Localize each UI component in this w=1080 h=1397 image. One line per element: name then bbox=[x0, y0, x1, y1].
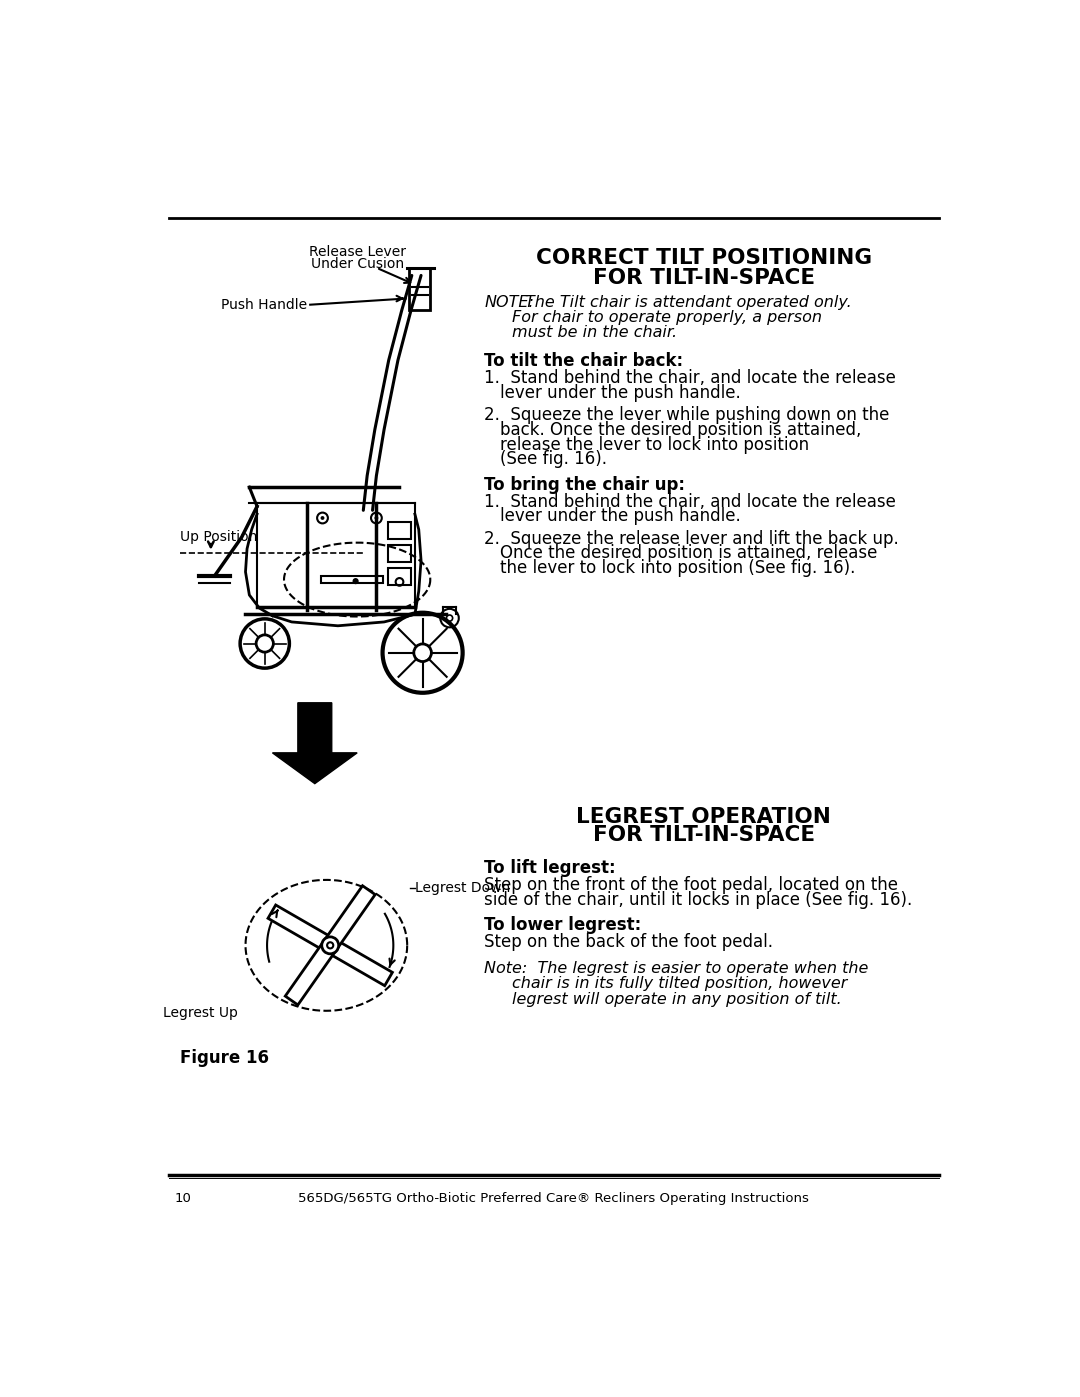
Text: Legrest Up: Legrest Up bbox=[163, 1006, 238, 1020]
Text: the lever to lock into position (See fig. 16).: the lever to lock into position (See fig… bbox=[500, 559, 855, 577]
Text: side of the chair, until it locks in place (See fig. 16).: side of the chair, until it locks in pla… bbox=[484, 891, 913, 909]
Text: NOTE:: NOTE: bbox=[484, 295, 535, 310]
Text: must be in the chair.: must be in the chair. bbox=[512, 326, 677, 341]
Circle shape bbox=[352, 578, 359, 584]
Text: lever under the push handle.: lever under the push handle. bbox=[500, 507, 741, 525]
Polygon shape bbox=[268, 905, 392, 986]
Text: The Tilt chair is attendant operated only.: The Tilt chair is attendant operated onl… bbox=[525, 295, 852, 310]
Text: To tilt the chair back:: To tilt the chair back: bbox=[484, 352, 684, 370]
Text: release the lever to lock into position: release the lever to lock into position bbox=[500, 436, 809, 454]
Text: To lift legrest:: To lift legrest: bbox=[484, 859, 616, 877]
Text: back. Once the desired position is attained,: back. Once the desired position is attai… bbox=[500, 420, 861, 439]
Circle shape bbox=[322, 937, 339, 954]
Text: legrest will operate in any position of tilt.: legrest will operate in any position of … bbox=[512, 992, 841, 1007]
Circle shape bbox=[240, 619, 289, 668]
Bar bbox=[388, 522, 411, 539]
Text: Figure 16: Figure 16 bbox=[180, 1049, 269, 1067]
Text: To bring the chair up:: To bring the chair up: bbox=[484, 475, 685, 493]
Circle shape bbox=[414, 644, 431, 662]
Text: LEGREST OPERATION: LEGREST OPERATION bbox=[577, 806, 832, 827]
Text: FOR TILT-IN-SPACE: FOR TILT-IN-SPACE bbox=[593, 268, 814, 288]
Text: Under Cusion: Under Cusion bbox=[311, 257, 404, 271]
Circle shape bbox=[256, 634, 273, 652]
Bar bbox=[388, 545, 411, 562]
Text: Step on the back of the foot pedal.: Step on the back of the foot pedal. bbox=[484, 933, 773, 951]
Text: 1.  Stand behind the chair, and locate the release: 1. Stand behind the chair, and locate th… bbox=[484, 369, 896, 387]
Text: Note:  The legrest is easier to operate when the: Note: The legrest is easier to operate w… bbox=[484, 961, 868, 975]
Text: To lower legrest:: To lower legrest: bbox=[484, 916, 642, 935]
Text: 2.  Squeeze the release lever and lift the back up.: 2. Squeeze the release lever and lift th… bbox=[484, 529, 899, 548]
Text: Once the desired position is attained, release: Once the desired position is attained, r… bbox=[500, 545, 877, 562]
Circle shape bbox=[375, 515, 378, 520]
Text: Release Lever: Release Lever bbox=[309, 244, 406, 258]
Text: Legrest Down: Legrest Down bbox=[415, 880, 510, 894]
Circle shape bbox=[321, 515, 324, 520]
Text: For chair to operate properly, a person: For chair to operate properly, a person bbox=[512, 310, 822, 326]
Text: 565DG/565TG Ortho-Biotic Preferred Care® Recliners Operating Instructions: 565DG/565TG Ortho-Biotic Preferred Care®… bbox=[298, 1192, 809, 1204]
Circle shape bbox=[382, 613, 462, 693]
Text: Up Position: Up Position bbox=[180, 531, 257, 545]
Text: (See fig. 16).: (See fig. 16). bbox=[500, 450, 607, 468]
Text: Step on the front of the foot pedal, located on the: Step on the front of the foot pedal, loc… bbox=[484, 876, 899, 894]
Polygon shape bbox=[285, 886, 375, 1004]
Text: 1.  Stand behind the chair, and locate the release: 1. Stand behind the chair, and locate th… bbox=[484, 493, 896, 510]
Text: CORRECT TILT POSITIONING: CORRECT TILT POSITIONING bbox=[536, 249, 872, 268]
FancyBboxPatch shape bbox=[408, 268, 430, 310]
Text: lever under the push handle.: lever under the push handle. bbox=[500, 384, 741, 402]
Text: 10: 10 bbox=[175, 1192, 191, 1204]
Bar bbox=[321, 576, 382, 584]
Polygon shape bbox=[272, 703, 357, 784]
Text: chair is in its fully tilted position, however: chair is in its fully tilted position, h… bbox=[512, 977, 848, 990]
Text: Push Handle: Push Handle bbox=[221, 298, 307, 312]
Bar bbox=[388, 569, 411, 585]
Text: FOR TILT-IN-SPACE: FOR TILT-IN-SPACE bbox=[593, 826, 814, 845]
Text: 2.  Squeeze the lever while pushing down on the: 2. Squeeze the lever while pushing down … bbox=[484, 407, 890, 425]
